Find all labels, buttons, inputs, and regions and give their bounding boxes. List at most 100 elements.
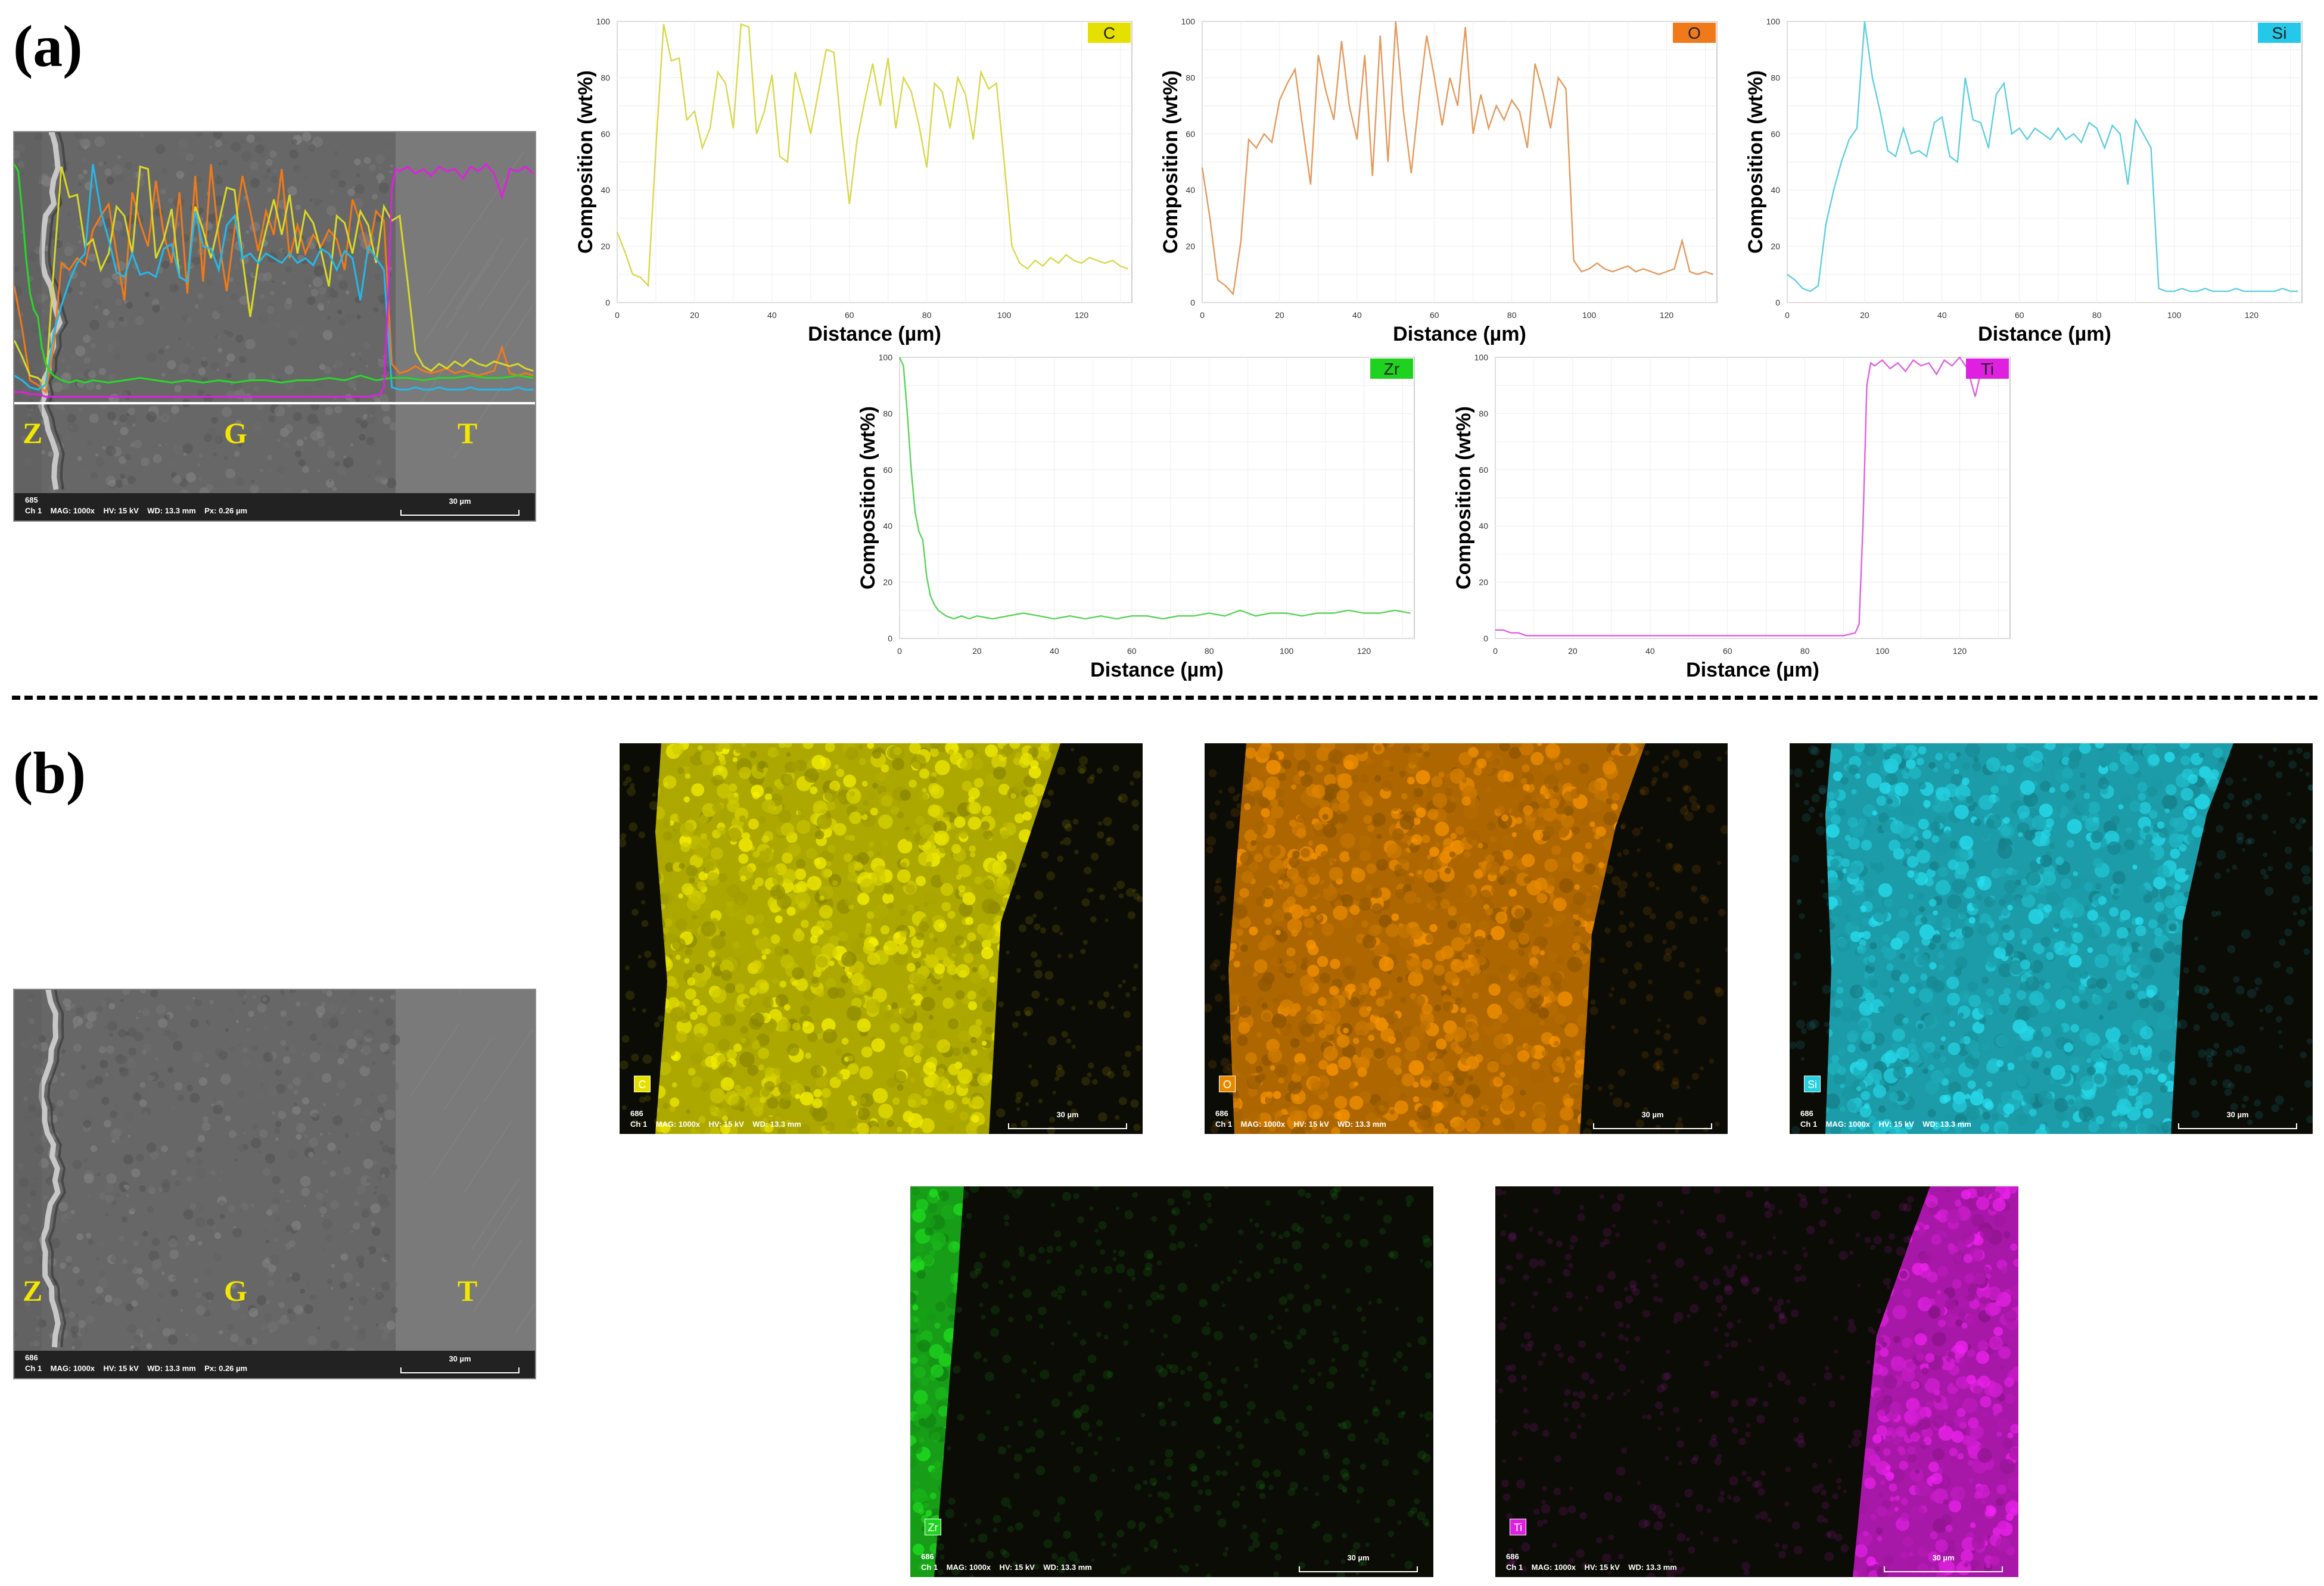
y-tick-label: 80 <box>1186 73 1195 82</box>
zone-label-g: G <box>224 416 247 450</box>
sem-params: Ch 1 MAG: 1000x HV: 15 kV WD: 13.3 mm Px… <box>25 1364 248 1373</box>
map-info-bar: 686 Ch 1 MAG: 1000x HV: 15 kV WD: 13.3 mm… <box>1205 1107 1728 1134</box>
x-tick-label: 80 <box>1205 646 1214 656</box>
sem-info-bar: 685 Ch 1 MAG: 1000x HV: 15 kV WD: 13.3 m… <box>14 493 535 521</box>
x-tick-label: 0 <box>1785 310 1790 320</box>
x-tick-label: 80 <box>1507 310 1517 320</box>
y-tick-label: 60 <box>1771 129 1780 139</box>
x-tick-label: 100 <box>1582 310 1597 320</box>
scale-bar-label: 30 µm <box>1056 1110 1079 1119</box>
element-tag-si: Si <box>1804 1076 1821 1092</box>
zone-label-z: Z <box>23 1274 43 1307</box>
legend-tag <box>1966 359 2009 379</box>
y-tick-label: 60 <box>601 129 610 139</box>
scale-bar-label: 30 µm <box>1347 1553 1370 1562</box>
chart-si: 0 20 40 60 80 100 120 0 20 40 60 80 100 Distance (µm)… <box>1737 17 2309 350</box>
map-info-bar: 686 Ch 1 MAG: 1000x HV: 15 kV WD: 13.3 mm… <box>620 1107 1143 1134</box>
map-info-bar: 686 Ch 1 MAG: 1000x HV: 15 kV WD: 13.3 mm… <box>910 1550 1433 1577</box>
sem-linescan-overlay <box>14 132 535 521</box>
series-line <box>1787 21 2298 292</box>
y-tick-label: 20 <box>883 578 892 587</box>
y-tick-label: 0 <box>1190 298 1195 307</box>
scale-bar <box>1593 1123 1712 1129</box>
x-tick-label: 20 <box>972 646 982 656</box>
eds-map-ti: Ti 686 Ch 1 MAG: 1000x HV: 15 kV WD: 13.3… <box>1495 1186 2018 1577</box>
overlay-line <box>14 165 534 387</box>
overlay-line <box>14 163 534 398</box>
x-axis-label: Distance (µm) <box>1686 659 1819 681</box>
sem-image-mapping: Z G T 686 Ch 1 MAG: 1000x HV: 15 kV WD: … <box>13 989 536 1379</box>
map-params: Ch 1 MAG: 1000x HV: 15 kV WD: 13.3 mm <box>630 1120 801 1129</box>
x-axis-label: Distance (µm) <box>808 323 941 345</box>
x-tick-label: 0 <box>1493 646 1498 656</box>
x-tick-label: 40 <box>1050 646 1059 656</box>
x-tick-label: 60 <box>1723 646 1732 656</box>
series-line <box>898 357 1411 620</box>
x-tick-label: 20 <box>1275 310 1284 320</box>
x-tick-label: 40 <box>767 310 777 320</box>
scale-bar-label: 30 µm <box>1932 1553 1955 1562</box>
x-tick-label: 100 <box>1875 646 1890 656</box>
y-axis-label: Composition (wt%) <box>1159 70 1182 254</box>
x-tick-label: 80 <box>1800 646 1810 656</box>
y-tick-label: 20 <box>1771 242 1780 251</box>
element-tag-ti: Ti <box>1510 1519 1526 1535</box>
y-tick-label: 20 <box>1479 578 1488 587</box>
x-tick-label: 100 <box>1280 646 1294 656</box>
series-line <box>1201 21 1713 296</box>
element-tag-o: O <box>1219 1076 1236 1092</box>
scale-bar-label: 30 µm <box>2226 1110 2249 1119</box>
y-tick-label: 20 <box>1186 242 1195 251</box>
x-tick-label: 20 <box>1568 646 1578 656</box>
y-tick-label: 40 <box>883 521 892 531</box>
sem-image-linescan: Z G T 685 Ch 1 MAG: 1000x HV: 15 kV WD: … <box>13 131 536 522</box>
scale-bar-label: 30 µm <box>449 497 471 506</box>
panel-label-b: (b) <box>13 740 86 806</box>
map-params: Ch 1 MAG: 1000x HV: 15 kV WD: 13.3 mm <box>921 1563 1092 1572</box>
y-tick-label: 0 <box>1775 298 1780 307</box>
x-tick-label: 120 <box>1660 310 1674 320</box>
x-tick-label: 80 <box>2092 310 2102 320</box>
chart-o: 0 20 40 60 80 100 120 0 20 40 60 80 100 Distance (µm)… <box>1152 17 1724 350</box>
zone-label-z: Z <box>23 416 43 450</box>
y-tick-label: 40 <box>601 185 610 195</box>
legend-label: Ti <box>1981 360 1994 378</box>
sem-id: 685 <box>25 496 38 504</box>
y-tick-label: 100 <box>879 353 893 362</box>
y-tick-label: 80 <box>601 73 610 82</box>
y-tick-label: 60 <box>1479 465 1488 475</box>
scale-bar-label: 30 µm <box>1641 1110 1664 1119</box>
element-tag-c: C <box>634 1076 651 1092</box>
y-axis-label: Composition (wt%) <box>857 406 879 590</box>
y-tick-label: 40 <box>1771 185 1780 195</box>
x-axis-label: Distance (µm) <box>1090 659 1224 681</box>
x-tick-label: 20 <box>1860 310 1869 320</box>
legend-tag <box>1088 23 1131 43</box>
x-tick-label: 60 <box>2015 310 2024 320</box>
overlay-line <box>14 164 534 391</box>
series-line <box>616 23 1128 288</box>
y-tick-label: 100 <box>1766 17 1781 26</box>
map-id: 686 <box>1215 1109 1228 1118</box>
y-tick-label: 0 <box>888 634 892 643</box>
y-tick-label: 60 <box>1186 129 1195 139</box>
y-tick-label: 100 <box>1474 353 1489 362</box>
map-id: 686 <box>630 1109 643 1118</box>
x-tick-label: 40 <box>1645 646 1655 656</box>
eds-map-o: O 686 Ch 1 MAG: 1000x HV: 15 kV WD: 13.3 … <box>1205 743 1728 1134</box>
x-axis-label: Distance (µm) <box>1393 323 1526 345</box>
scale-bar-label: 30 µm <box>449 1354 471 1363</box>
map-params: Ch 1 MAG: 1000x HV: 15 kV WD: 13.3 mm <box>1506 1563 1677 1572</box>
x-tick-label: 0 <box>1200 310 1205 320</box>
x-tick-label: 40 <box>1937 310 1947 320</box>
x-tick-label: 60 <box>845 310 854 320</box>
scale-bar <box>400 510 519 516</box>
x-tick-label: 20 <box>690 310 699 320</box>
map-id: 686 <box>1800 1109 1813 1118</box>
chart-zr: 0 20 40 60 80 100 120 0 20 40 60 80 100 Distance (µm)… <box>850 353 1421 686</box>
map-params: Ch 1 MAG: 1000x HV: 15 kV WD: 13.3 mm <box>1800 1120 1971 1129</box>
zone-label-g: G <box>224 1274 247 1307</box>
map-id: 686 <box>921 1552 934 1561</box>
x-tick-label: 0 <box>615 310 620 320</box>
legend-label: O <box>1688 24 1701 42</box>
